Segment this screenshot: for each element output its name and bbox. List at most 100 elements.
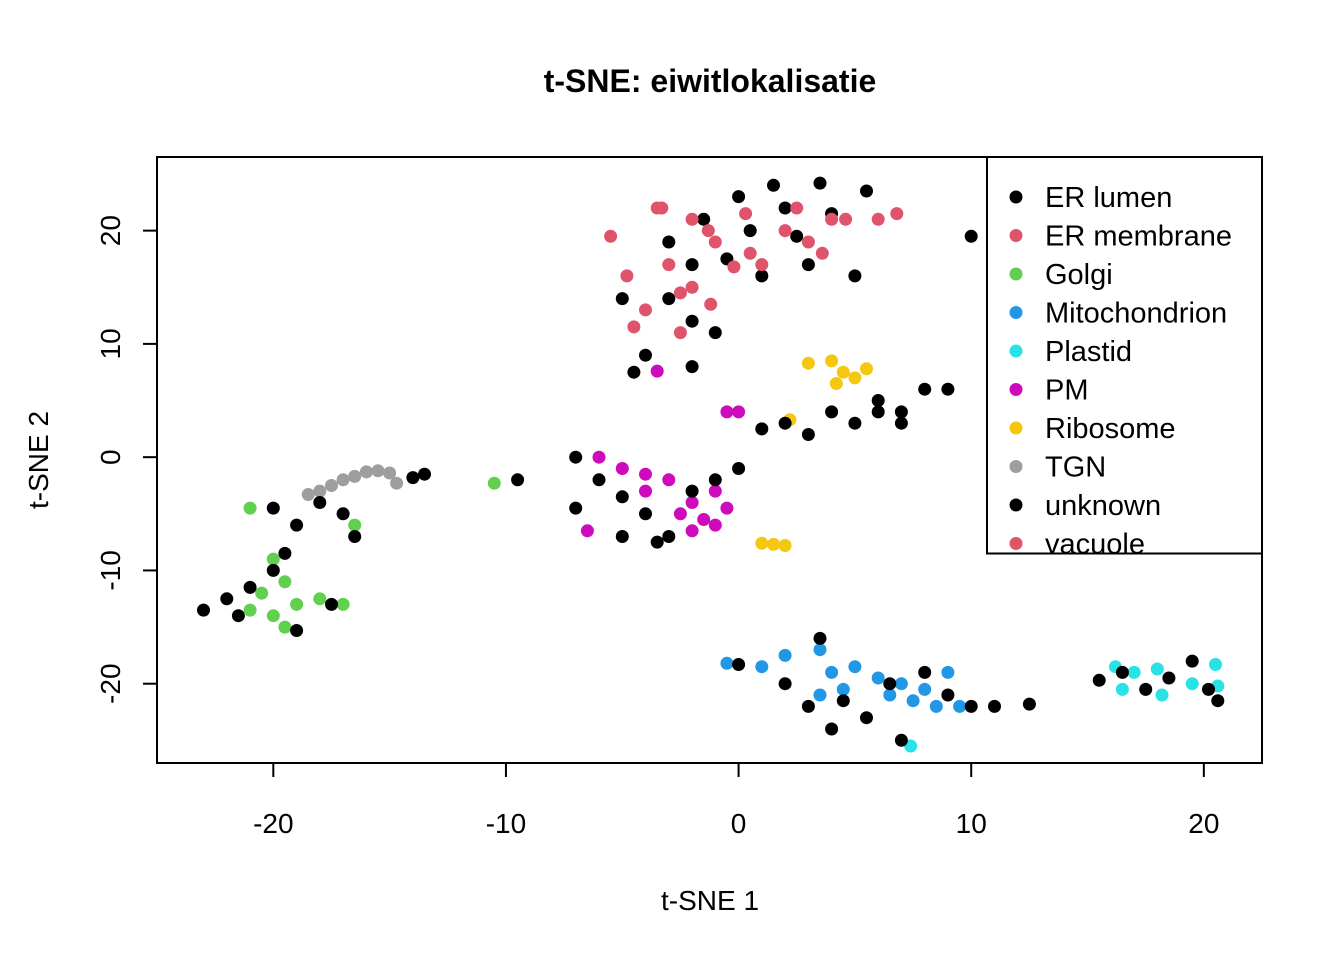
legend-label: Golgi [1045, 259, 1113, 291]
legend-marker [1009, 421, 1023, 435]
data-point [813, 688, 827, 702]
data-point [266, 563, 280, 577]
data-point [336, 597, 350, 611]
legend-label: ER lumen [1045, 182, 1172, 214]
data-point [266, 609, 280, 623]
data-point [755, 422, 769, 436]
data-point [813, 176, 827, 190]
data-point [1211, 694, 1225, 708]
data-point [697, 513, 711, 526]
data-point [487, 476, 501, 490]
x-axis: -20 -10 0 10 20 [253, 762, 1219, 839]
data-point [348, 469, 362, 483]
data-point [894, 416, 908, 430]
data-point [313, 484, 327, 498]
data-point [313, 592, 327, 606]
legend-item: ER membrane [1009, 221, 1232, 253]
legend-marker [1009, 190, 1023, 204]
data-point [592, 450, 606, 464]
series-mitochondrion [720, 643, 967, 713]
data-point [860, 362, 873, 376]
data-point [1162, 671, 1176, 685]
data-point [255, 586, 269, 600]
data-point [894, 405, 908, 419]
data-point [720, 405, 734, 419]
data-point [580, 524, 594, 538]
data-point [732, 658, 746, 671]
data-point [290, 624, 304, 637]
data-point [278, 620, 292, 634]
data-point [825, 405, 839, 419]
legend-item: PM [1009, 375, 1089, 407]
data-point [929, 699, 943, 713]
data-point [301, 488, 315, 501]
legend-marker [1009, 267, 1023, 281]
x-tick-label: 0 [731, 808, 747, 839]
data-point [685, 360, 699, 374]
data-point [836, 682, 850, 696]
series-er-lumen [615, 176, 978, 430]
data-point [708, 473, 722, 487]
series-unknown [197, 405, 1225, 747]
series-vacuole [620, 201, 904, 334]
legend-marker [1009, 498, 1023, 512]
data-point [673, 507, 687, 521]
data-point [627, 320, 641, 334]
data-point [325, 479, 338, 492]
data-point [860, 184, 873, 198]
legend-label: TGN [1045, 452, 1106, 484]
data-point [359, 465, 373, 479]
data-point [650, 364, 664, 378]
data-point [627, 365, 641, 379]
data-point [871, 394, 885, 407]
data-point [615, 490, 629, 504]
data-point [650, 535, 664, 549]
data-point [639, 467, 652, 481]
legend-label: Ribosome [1045, 413, 1176, 445]
data-point [755, 660, 769, 674]
data-point [243, 603, 257, 617]
data-point [348, 518, 362, 532]
data-point [801, 428, 815, 441]
data-point [1185, 677, 1199, 691]
data-point [639, 484, 652, 498]
data-point [727, 260, 741, 274]
legend: ER lumen ER membrane Golgi Mitochondrion Pla… [986, 156, 1263, 561]
data-point [1209, 658, 1222, 671]
x-axis-label: t-SNE 1 [661, 885, 759, 916]
y-tick-label: -10 [95, 550, 126, 590]
data-point [615, 292, 629, 306]
data-point [1115, 682, 1129, 696]
data-point [720, 656, 734, 670]
data-point [767, 537, 780, 551]
data-point [778, 677, 792, 691]
data-point [697, 212, 711, 226]
data-point [336, 473, 350, 487]
x-tick-label: -10 [486, 808, 526, 839]
data-point [732, 190, 746, 204]
series-er-membrane [604, 201, 885, 340]
data-point [894, 677, 908, 691]
data-point [620, 269, 634, 283]
data-point [848, 269, 862, 283]
data-point [278, 546, 292, 560]
series-tgn [301, 464, 404, 501]
y-tick-label: -20 [95, 663, 126, 703]
data-point [418, 467, 431, 481]
data-point [743, 224, 757, 238]
data-point [848, 660, 862, 674]
data-point [1150, 662, 1164, 676]
data-points [197, 176, 1225, 753]
legend-label: unknown [1045, 490, 1161, 522]
data-point [755, 536, 769, 550]
data-point [918, 382, 932, 396]
data-point [1127, 665, 1141, 679]
y-tick-label: 0 [95, 449, 126, 465]
data-point [743, 246, 757, 260]
data-point [569, 501, 583, 515]
data-point [848, 416, 862, 430]
y-axis: -20 -10 0 10 20 [95, 215, 158, 704]
data-point [371, 464, 385, 478]
legend-marker [1009, 460, 1023, 473]
data-point [1022, 697, 1036, 711]
